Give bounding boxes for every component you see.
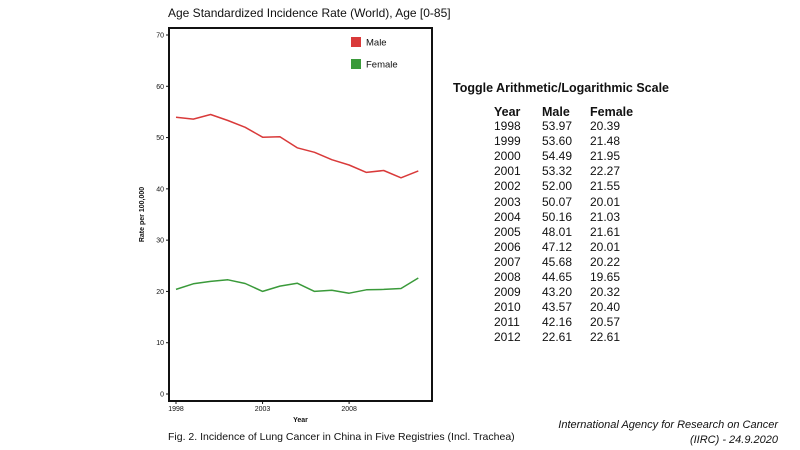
table-row: 2007 45.68 20.22	[494, 255, 640, 270]
table-row: 2006 47.12 20.01	[494, 240, 640, 255]
table-body: 1998 53.97 20.39 1999 53.60 21.48 2000 54.49 21.…	[494, 119, 640, 345]
table-row: 2012 22.61 22.61	[494, 330, 640, 345]
cell-female: 21.95	[590, 149, 621, 164]
cell-year: 2011	[494, 315, 520, 330]
cell-female: 22.27	[590, 164, 621, 179]
column-header-male: Male	[542, 104, 570, 119]
y-tick-label: 0	[160, 392, 164, 399]
cell-year: 2007	[494, 254, 521, 269]
legend[interactable]: Male Female	[351, 37, 398, 71]
x-axis-title: Year	[293, 417, 308, 424]
table-row: 1998 53.97 20.39	[494, 119, 640, 134]
y-tick-label: 10	[156, 340, 164, 347]
table-row: 2005 48.01 21.61	[494, 225, 640, 240]
table-row: 2009 43.20 20.32	[494, 285, 640, 300]
table-row: 2010 43.57 20.40	[494, 300, 640, 315]
cell-male: 47.12	[542, 239, 573, 254]
cell-year: 2006	[494, 239, 521, 254]
cell-male: 53.60	[542, 134, 573, 149]
cell-male: 43.20	[542, 285, 573, 300]
cell-year: 1999	[494, 134, 521, 149]
cell-male: 22.61	[542, 330, 573, 345]
cell-female: 21.61	[590, 224, 621, 239]
table-row: 2001 53.32 22.27	[494, 164, 640, 179]
series-line-female	[175, 277, 419, 294]
cell-female: 20.40	[590, 300, 621, 315]
legend-label: Female	[366, 60, 398, 71]
cell-male: 54.49	[542, 149, 573, 164]
column-header-female: Female	[590, 104, 634, 119]
data-table: Year Male Female 1998 53.97 20.39 1999 53.60…	[494, 104, 640, 345]
x-tick-label: 1998	[168, 406, 184, 413]
legend-swatch	[351, 59, 361, 69]
cell-female: 20.22	[590, 254, 621, 269]
legend-item-male[interactable]: Male	[351, 37, 387, 49]
cell-year: 2012	[494, 330, 521, 345]
cell-female: 20.01	[590, 194, 621, 209]
cell-male: 48.01	[542, 224, 573, 239]
table-row: 2004 50.16 21.03	[494, 210, 640, 225]
cell-year: 2001	[494, 164, 521, 179]
cell-year: 2002	[494, 179, 521, 194]
y-tick-label: 60	[156, 84, 164, 91]
figure-caption: Fig. 2. Incidence of Lung Cancer in Chin…	[168, 431, 515, 443]
cell-female: 20.32	[590, 285, 621, 300]
table-row: 2000 54.49 21.95	[494, 149, 640, 164]
cell-male: 53.32	[542, 164, 573, 179]
legend-swatch	[351, 37, 361, 47]
y-tick-label: 40	[156, 186, 164, 193]
table-row: 2011 42.16 20.57	[494, 315, 640, 330]
cell-female: 20.01	[590, 239, 621, 254]
cell-female: 21.03	[590, 209, 621, 224]
cell-male: 43.57	[542, 300, 573, 315]
legend-item-female[interactable]: Female	[351, 59, 398, 71]
cell-year: 1998	[494, 119, 521, 134]
table-row: 2002 52.00 21.55	[494, 179, 640, 194]
cell-female: 20.39	[590, 119, 621, 134]
series-line-male	[175, 113, 419, 179]
table-row: 2008 44.65 19.65	[494, 270, 640, 285]
column-header-year: Year	[494, 104, 521, 119]
cell-male: 53.97	[542, 119, 573, 134]
cell-male: 52.00	[542, 179, 573, 194]
table-row: 1999 53.60 21.48	[494, 134, 640, 149]
plot-frame	[168, 27, 433, 402]
cell-male: 50.16	[542, 209, 573, 224]
x-tick-label: 2008	[341, 406, 357, 413]
table-row: 2003 50.07 20.01	[494, 194, 640, 209]
cell-year: 2003	[494, 194, 521, 209]
cell-female: 20.57	[590, 315, 621, 330]
cell-male: 42.16	[542, 315, 573, 330]
y-tick-label: 70	[156, 33, 164, 40]
series-layer	[175, 113, 419, 294]
y-axis-title: Rate per 100,000	[139, 187, 146, 242]
scale-toggle-button[interactable]: Toggle Arithmetic/Logarithmic Scale	[453, 81, 670, 95]
source-note: International Agency for Research on Can…	[558, 419, 778, 446]
cell-female: 19.65	[590, 269, 621, 284]
y-tick-label: 50	[156, 135, 164, 142]
y-tick-label: 30	[156, 238, 164, 245]
x-axis-ticks: 1998 2003 2008	[168, 401, 357, 413]
cell-female: 21.48	[590, 134, 621, 149]
cell-year: 2008	[494, 269, 521, 284]
cell-year: 2010	[494, 300, 521, 315]
cell-male: 50.07	[542, 194, 573, 209]
cell-year: 2000	[494, 149, 521, 164]
x-tick-label: 2003	[255, 406, 271, 413]
cell-year: 2009	[494, 285, 521, 300]
cell-male: 44.65	[542, 269, 573, 284]
cell-year: 2004	[494, 209, 521, 224]
cell-female: 22.61	[590, 330, 621, 345]
legend-label: Male	[366, 38, 387, 49]
y-tick-label: 20	[156, 289, 164, 296]
cell-female: 21.55	[590, 179, 621, 194]
cell-male: 45.68	[542, 254, 573, 269]
y-axis-ticks: 0 10 20 30 40 50 60 70	[156, 33, 169, 399]
chart-title: Age Standardized Incidence Rate (World),…	[168, 6, 451, 20]
cell-year: 2005	[494, 224, 521, 239]
table-header-row: Year Male Female	[494, 104, 640, 119]
